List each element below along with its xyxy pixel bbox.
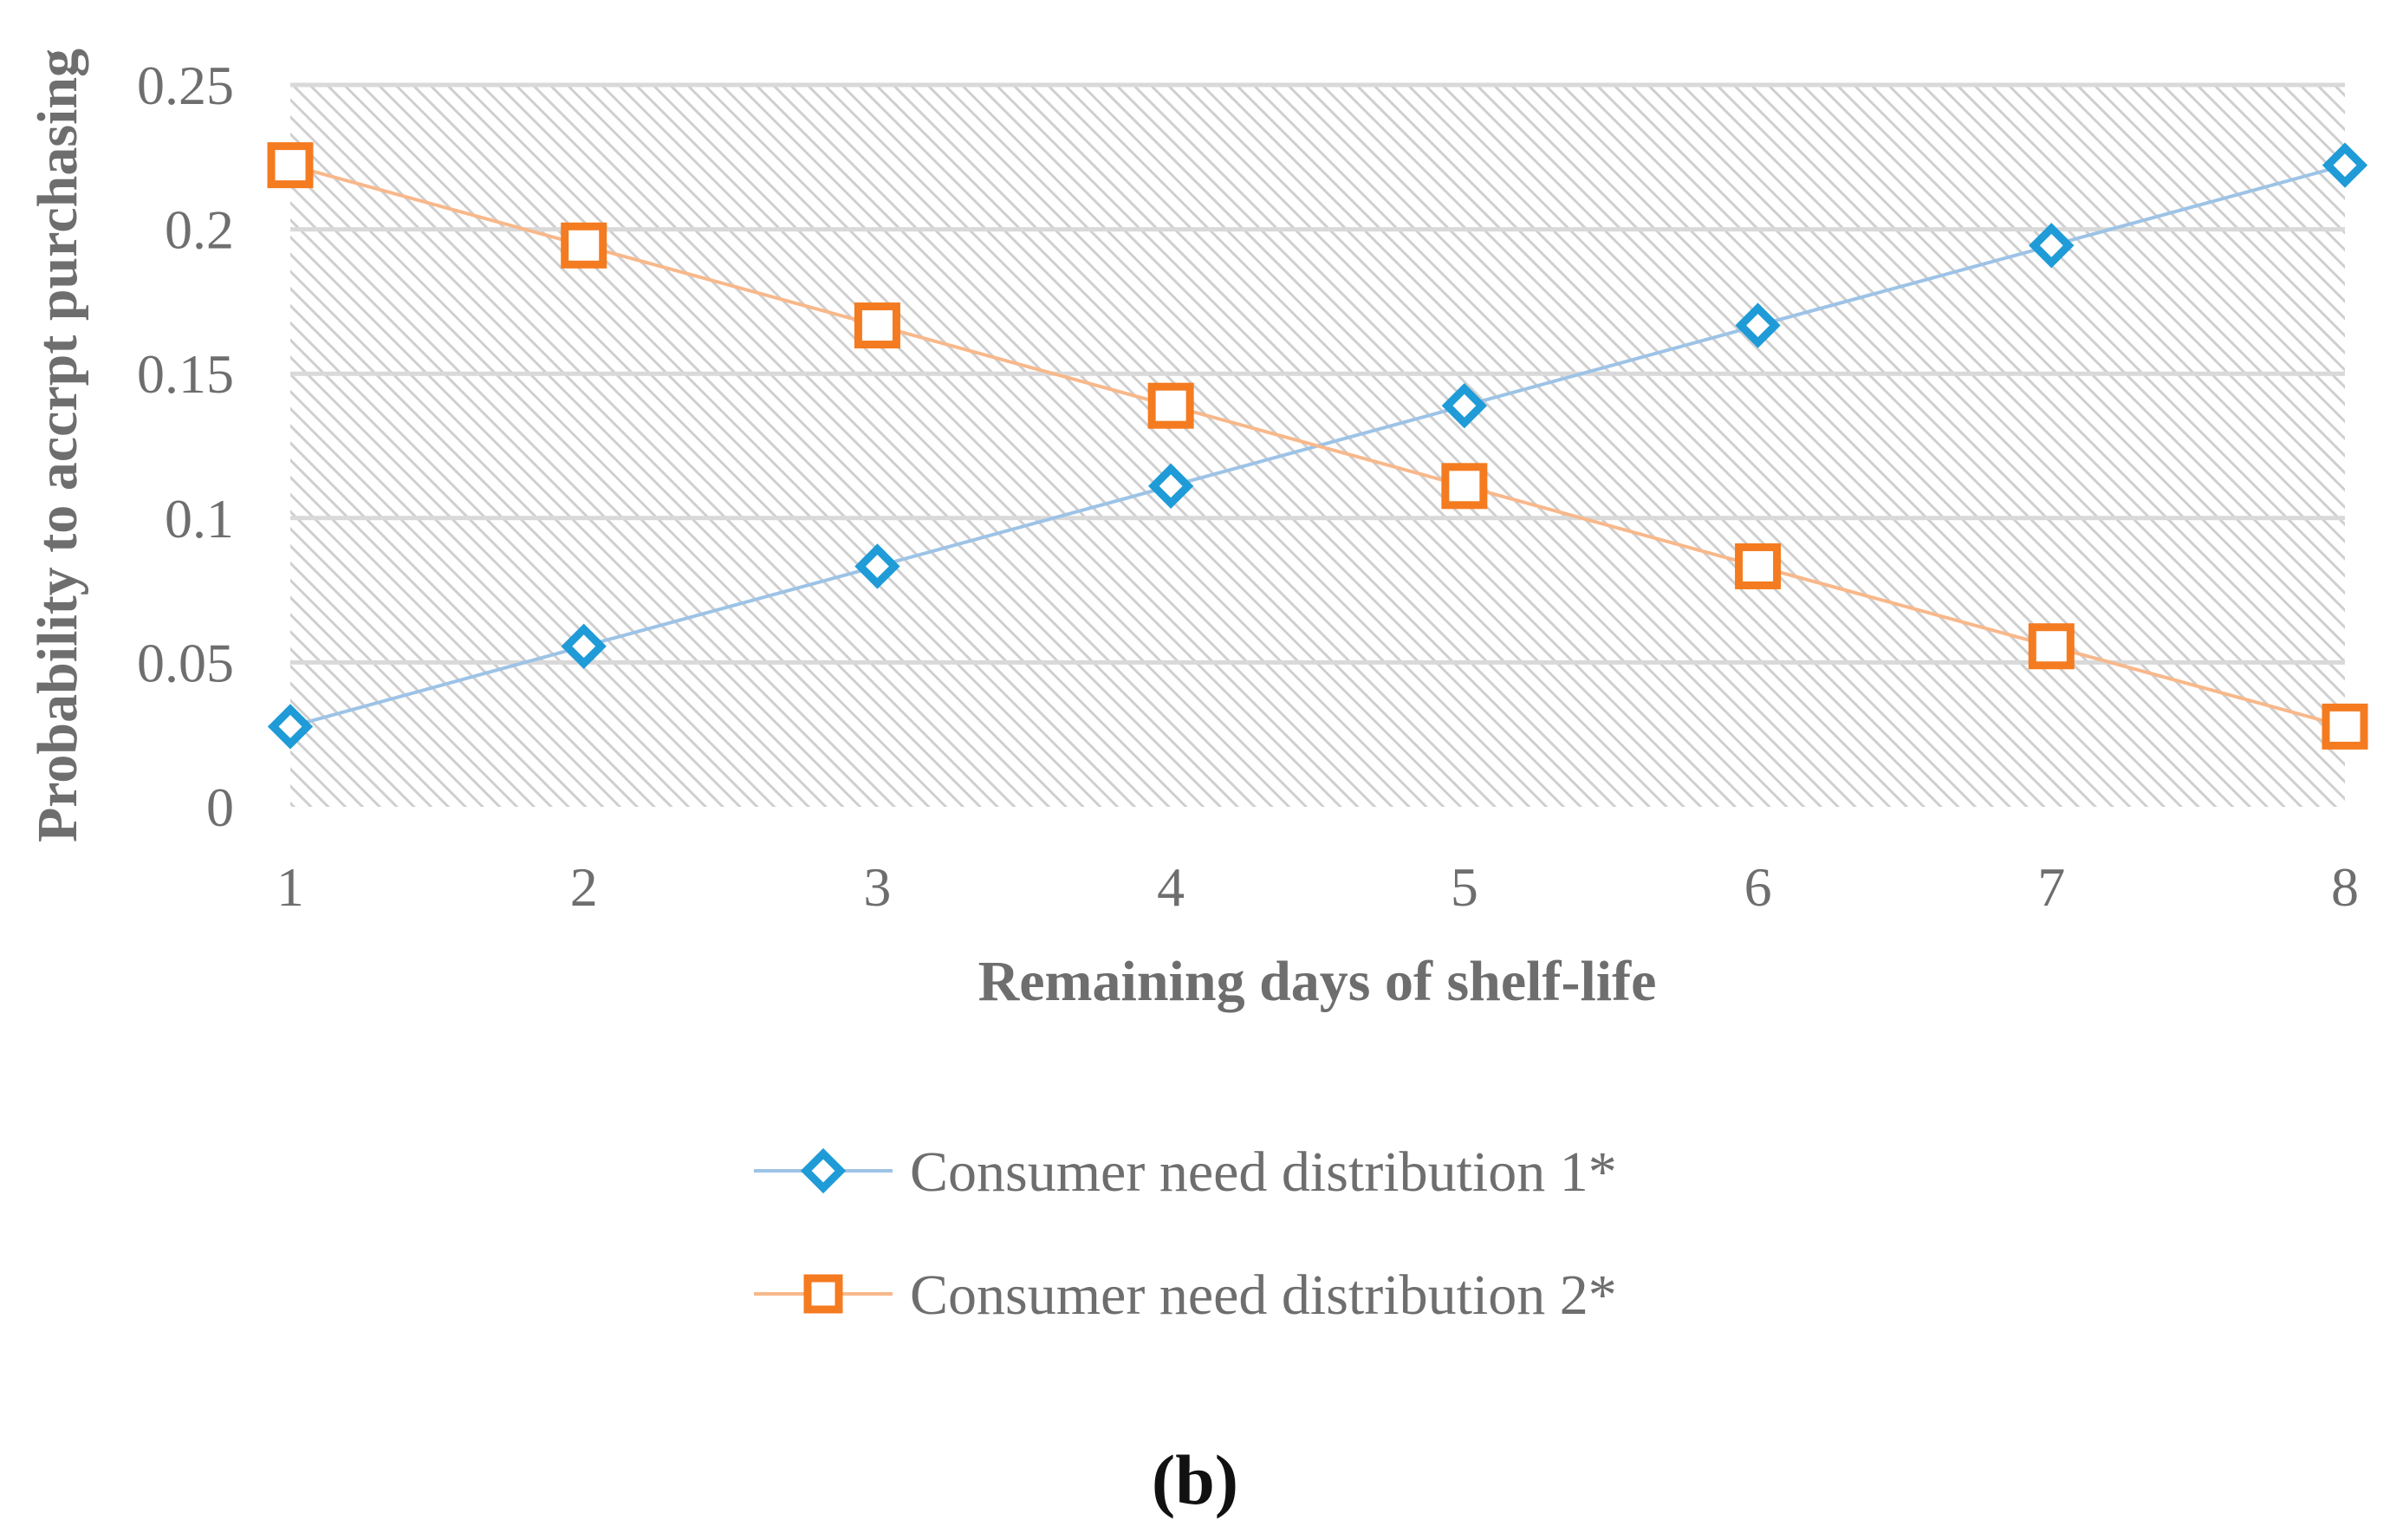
y-tick-label: 0.05 bbox=[137, 632, 234, 693]
data-point-square bbox=[2322, 703, 2368, 750]
data-point-square bbox=[1147, 382, 1194, 429]
y-tick-label: 0.25 bbox=[137, 55, 234, 116]
x-tick-label: 3 bbox=[863, 856, 891, 918]
x-tick-label: 2 bbox=[570, 856, 598, 918]
data-point-diamond bbox=[2322, 142, 2368, 188]
data-point-diamond bbox=[1147, 463, 1194, 509]
gridlines bbox=[290, 82, 2345, 665]
legend-marker-square bbox=[803, 1274, 843, 1314]
data-point-square bbox=[2028, 623, 2075, 670]
x-axis-ticks: 1 2 3 4 5 6 7 8 bbox=[276, 856, 2359, 918]
data-point-diamond bbox=[1441, 383, 1488, 429]
y-axis-title: Probability to accrpt purchasing bbox=[26, 49, 89, 842]
data-point-diamond bbox=[2029, 223, 2075, 269]
y-tick-label: 0.2 bbox=[165, 199, 234, 261]
y-tick-label: 0 bbox=[206, 776, 234, 838]
y-axis-ticks: 0 0.05 0.1 0.15 0.2 0.25 bbox=[137, 55, 234, 838]
legend-item-series-2: Consumer need distribution 2* bbox=[754, 1264, 1617, 1327]
legend: Consumer need distribution 1* Consumer n… bbox=[754, 1140, 1617, 1327]
data-point-diamond bbox=[854, 543, 900, 589]
legend-label-series-1: Consumer need distribution 1* bbox=[910, 1140, 1617, 1204]
data-point-square bbox=[267, 142, 314, 189]
data-point-diamond bbox=[1735, 302, 1781, 348]
figure-caption: (b) bbox=[1152, 1440, 1238, 1519]
legend-label-series-2: Consumer need distribution 2* bbox=[910, 1264, 1617, 1327]
legend-marker-diamond bbox=[800, 1147, 847, 1194]
data-point-square bbox=[1441, 463, 1488, 510]
x-tick-label: 5 bbox=[1451, 856, 1478, 918]
y-tick-label: 0.15 bbox=[137, 343, 234, 405]
data-point-square bbox=[854, 302, 900, 349]
x-tick-label: 1 bbox=[276, 856, 304, 918]
data-point-diamond bbox=[561, 623, 607, 669]
y-tick-label: 0.1 bbox=[165, 488, 234, 549]
data-point-diamond bbox=[267, 704, 314, 750]
legend-item-series-1: Consumer need distribution 1* bbox=[754, 1140, 1617, 1204]
x-tick-label: 6 bbox=[1744, 856, 1772, 918]
x-tick-label: 4 bbox=[1157, 856, 1185, 918]
series-group bbox=[267, 142, 2368, 750]
data-point-square bbox=[561, 222, 607, 269]
x-tick-label: 7 bbox=[2037, 856, 2065, 918]
series-line-2 bbox=[289, 163, 2346, 729]
x-axis-title: Remaining days of shelf-life bbox=[978, 950, 1657, 1013]
x-tick-label: 8 bbox=[2331, 856, 2359, 918]
data-point-square bbox=[1735, 543, 1782, 589]
